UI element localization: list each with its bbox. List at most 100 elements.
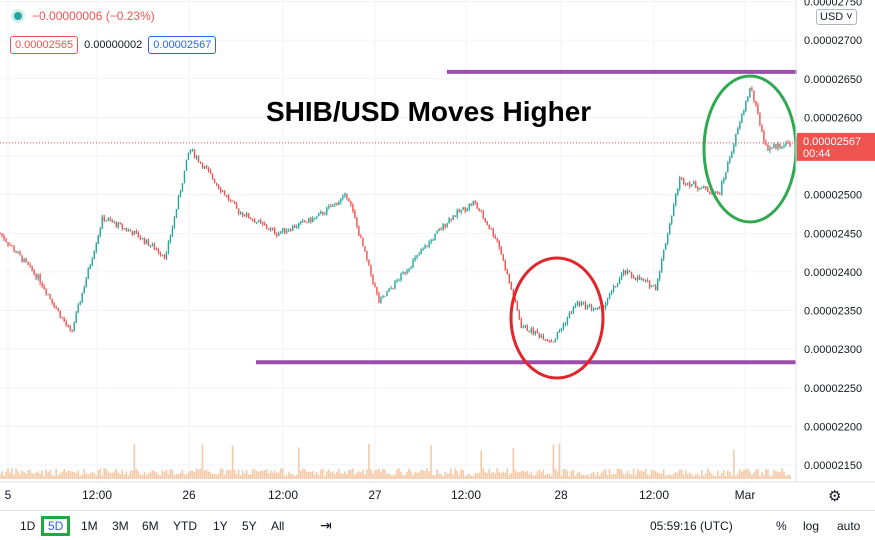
volume-bar xyxy=(721,473,723,479)
candle-body xyxy=(693,182,695,185)
candle-body xyxy=(374,283,376,287)
percent-toggle[interactable]: % xyxy=(776,519,787,533)
volume-bar xyxy=(474,473,477,479)
volume-bar xyxy=(227,469,230,479)
volume-bar xyxy=(211,473,214,479)
auto-toggle[interactable]: auto xyxy=(837,519,861,533)
volume-bar xyxy=(620,469,623,479)
buy-price-button[interactable]: 0.00002567 xyxy=(148,36,217,54)
candle-body xyxy=(298,223,300,227)
candle-body xyxy=(221,191,224,193)
volume-bar xyxy=(761,471,763,479)
candle-body xyxy=(442,223,444,230)
volume-bar xyxy=(426,468,428,479)
volume-bar xyxy=(480,450,483,479)
candle-body xyxy=(49,294,51,299)
volume-bar xyxy=(366,469,368,479)
volume-bar xyxy=(235,474,238,479)
candle-body xyxy=(574,305,577,307)
candle-body xyxy=(432,239,434,241)
candle-body xyxy=(65,321,67,326)
volume-bar xyxy=(307,471,310,479)
volume-bar xyxy=(197,469,200,479)
volume-bar xyxy=(11,468,13,479)
chart-title: SHIB/USD Moves Higher xyxy=(266,96,592,127)
candle-body xyxy=(536,330,539,334)
candle-body xyxy=(233,201,236,204)
price-chart[interactable]: 0.00002750 0.00002700 0.00002650 0.00002600… xyxy=(0,0,875,510)
volume-bar xyxy=(125,471,128,479)
gear-icon[interactable]: ⚙ xyxy=(828,488,842,505)
volume-bar xyxy=(23,472,25,479)
y-tick-label: 0.00002650 xyxy=(804,74,862,86)
timeframe-6m[interactable]: 6M xyxy=(142,519,159,533)
log-toggle[interactable]: log xyxy=(803,519,820,533)
candle-body xyxy=(520,319,523,328)
timeframe-3m[interactable]: 3M xyxy=(112,519,129,533)
timeframe-all[interactable]: All xyxy=(271,519,285,533)
candle-body xyxy=(278,232,280,236)
candle-body xyxy=(735,134,737,145)
candle-body xyxy=(288,229,290,231)
volume-bar xyxy=(725,475,727,479)
volume-bar xyxy=(416,472,418,479)
candle-body xyxy=(484,218,486,222)
candle-body xyxy=(199,161,202,164)
volume-bar xyxy=(704,472,707,479)
volume-bar xyxy=(713,475,715,479)
volume-bar xyxy=(213,473,216,479)
candle-body xyxy=(342,195,344,199)
candle-body xyxy=(528,330,531,332)
candle-body xyxy=(173,216,176,228)
timeframe-1d[interactable]: 1D xyxy=(20,519,36,533)
candle-body xyxy=(737,128,739,135)
volume-bar xyxy=(650,469,653,479)
sell-price-button[interactable]: 0.00002565 xyxy=(10,36,79,54)
candle-body xyxy=(53,303,55,308)
candle-body xyxy=(474,201,476,204)
date-range-icon[interactable]: ⇥ xyxy=(320,517,332,533)
candle-body xyxy=(514,297,517,302)
candle-body xyxy=(123,228,126,230)
candle-body xyxy=(456,210,458,217)
timeframe-5d[interactable]: 5D xyxy=(41,516,71,536)
candle-body xyxy=(324,213,326,215)
candle-body xyxy=(781,146,783,148)
volume-bar xyxy=(444,471,446,479)
volume-bar xyxy=(354,474,356,479)
volume-bar xyxy=(221,468,224,479)
candle-body xyxy=(314,217,316,219)
candle-body xyxy=(644,280,647,282)
candle-body xyxy=(787,142,789,144)
volume-bar xyxy=(624,474,627,479)
candle-body xyxy=(340,198,342,203)
clock-time[interactable]: 05:59:16 (UTC) xyxy=(650,519,733,533)
candle-body xyxy=(428,241,430,247)
volume-bar xyxy=(719,475,721,479)
volume-bar xyxy=(628,473,631,479)
countdown-label: 00:44 xyxy=(803,148,831,160)
timeframe-1y[interactable]: 1Y xyxy=(213,519,228,533)
candle-body xyxy=(255,222,258,224)
volume-bar xyxy=(600,472,603,479)
candle-body xyxy=(322,211,324,215)
candle-body xyxy=(751,87,753,91)
volume-bar xyxy=(115,468,118,479)
candle-body xyxy=(586,305,589,309)
timeframe-ytd[interactable]: YTD xyxy=(173,519,197,533)
volume-bar xyxy=(552,444,555,479)
currency-select[interactable]: USD ˅ xyxy=(816,9,857,25)
candle-body xyxy=(584,302,587,309)
timeframe-1m[interactable]: 1M xyxy=(81,519,98,533)
candle-body xyxy=(376,286,378,294)
candle-body xyxy=(93,251,95,259)
volume-bar xyxy=(17,471,19,479)
candle-body xyxy=(269,228,272,230)
x-tick-label: 12:00 xyxy=(268,488,298,502)
candle-body xyxy=(386,292,388,296)
candle-body xyxy=(725,172,727,179)
volume-bar xyxy=(285,475,288,479)
volume-bar xyxy=(267,473,270,479)
timeframe-5y[interactable]: 5Y xyxy=(242,519,257,533)
candle-body xyxy=(454,215,456,217)
